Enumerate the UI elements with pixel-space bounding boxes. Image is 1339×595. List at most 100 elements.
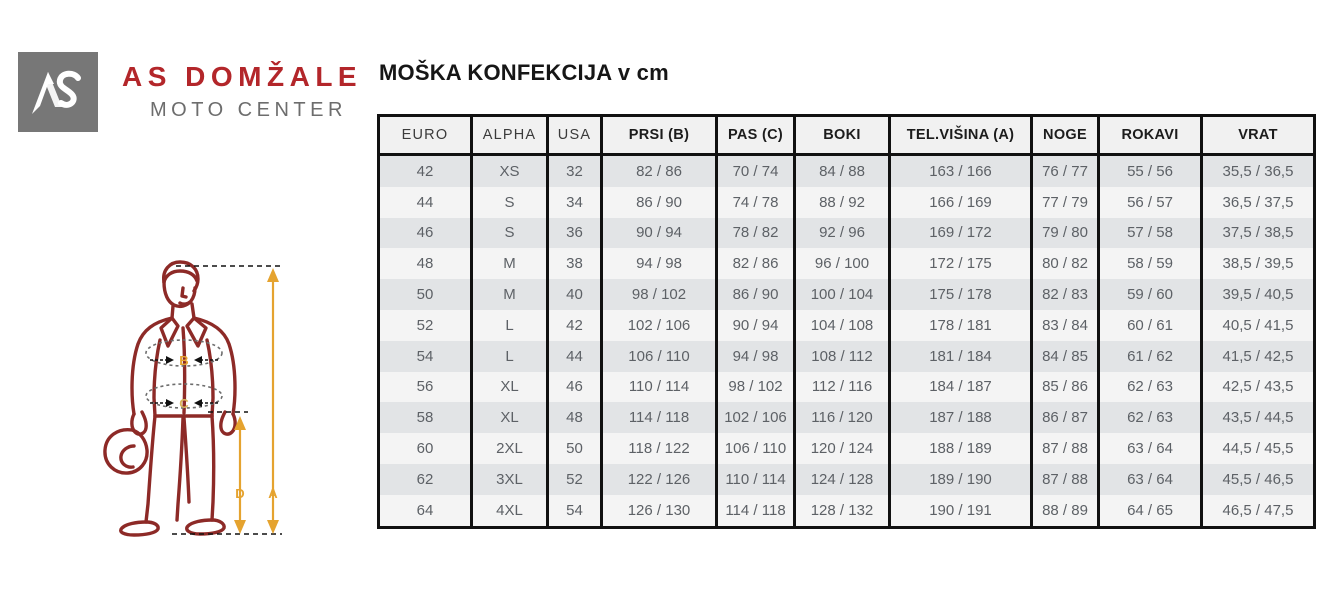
cell-prsi: 126 / 130 [600,494,718,529]
cell-prsi: 94 / 98 [600,248,718,280]
cell-visina: 175 / 178 [888,279,1033,310]
cell-noge: 80 / 82 [1030,248,1100,280]
cell-alpha: 2XL [470,433,549,464]
cell-euro: 42 [377,154,473,187]
cell-euro: 60 [377,433,473,464]
cell-usa: 46 [546,371,603,403]
cell-pas: 74 / 78 [715,186,796,218]
svg-text:C: C [179,396,189,411]
cell-alpha: L [470,309,549,341]
cell-alpha: S [470,186,549,218]
column-header-noge: NOGE [1030,114,1100,156]
cell-noge: 83 / 84 [1030,309,1100,341]
cell-boki: 100 / 104 [793,279,891,310]
chest-marker: B [150,353,218,368]
column-header-alpha: ALPHA [470,114,549,156]
cell-euro: 58 [377,402,473,434]
cell-euro: 64 [377,494,473,529]
cell-boki: 104 / 108 [793,309,891,341]
table-row: 56 XL 46 110 / 114 98 / 102 112 / 116 184 / 18… [377,371,1316,403]
cell-prsi: 118 / 122 [600,433,718,464]
size-chart-container: AS DOMŽALE MOTO CENTER EUROALPHAUSAPRSI … [377,114,1316,530]
cell-noge: 88 / 89 [1030,494,1100,529]
table-header-row: EURO ALPHA USA PRSI (B) PAS (C) BOKI TEL.VIŠIN… [377,114,1316,156]
cell-noge: 85 / 86 [1030,371,1100,403]
cell-noge: 84 / 85 [1030,340,1100,372]
cell-visina: 189 / 190 [888,463,1033,495]
cell-visina: 172 / 175 [888,248,1033,280]
cell-rokavi: 58 / 59 [1097,248,1203,280]
cell-usa: 42 [546,309,603,341]
cell-rokavi: 55 / 56 [1097,154,1203,187]
cell-vrat: 35,5 / 36,5 [1200,154,1316,187]
cell-alpha: 4XL [470,494,549,529]
size-chart-table: EURO ALPHA USA PRSI (B) PAS (C) BOKI TEL.VIŠIN… [377,114,1316,529]
cell-prsi: 102 / 106 [600,309,718,341]
height-arrow-a: A [267,268,279,534]
column-header-pas: PAS (C) [715,114,796,156]
cell-rokavi: 60 / 61 [1097,309,1203,341]
cell-vrat: 42,5 / 43,5 [1200,371,1316,403]
cell-pas: 86 / 90 [715,279,796,310]
cell-alpha: XL [470,402,549,434]
cell-pas: 94 / 98 [715,340,796,372]
table-row: 42 XS 32 82 / 86 70 / 74 84 / 88 163 / 166 76 /… [377,154,1316,187]
cell-vrat: 44,5 / 45,5 [1200,433,1316,464]
cell-vrat: 40,5 / 41,5 [1200,309,1316,341]
cell-noge: 77 / 79 [1030,186,1100,218]
cell-rokavi: 63 / 64 [1097,433,1203,464]
column-header-prsi: PRSI (B) [600,114,718,156]
cell-euro: 44 [377,186,473,218]
inseam-arrow-d: D [234,416,246,534]
cell-prsi: 110 / 114 [600,371,718,403]
brand-tagline: MOTO CENTER [150,98,347,121]
table-row: 54 L 44 106 / 110 94 / 98 108 / 112 181 / 184 8… [377,340,1316,372]
cell-visina: 184 / 187 [888,371,1033,403]
cell-alpha: M [470,248,549,280]
cell-pas: 70 / 74 [715,154,796,187]
cell-visina: 187 / 188 [888,402,1033,434]
table-row: 52 L 42 102 / 106 90 / 94 104 / 108 178 / 181 8… [377,309,1316,341]
svg-text:B: B [179,353,188,368]
cell-pas: 114 / 118 [715,494,796,529]
cell-vrat: 36,5 / 37,5 [1200,186,1316,218]
cell-visina: 181 / 184 [888,340,1033,372]
brand-name: AS DOMŽALE [122,61,363,93]
cell-prsi: 122 / 126 [600,463,718,495]
table-row: 50 M 40 98 / 102 86 / 90 100 / 104 175 / 178 82… [377,279,1316,310]
cell-pas: 78 / 82 [715,217,796,249]
column-header-usa: USA [546,114,603,156]
cell-prsi: 106 / 110 [600,340,718,372]
table-row: 46 S 36 90 / 94 78 / 82 92 / 96 169 / 172 79 / … [377,217,1316,249]
cell-pas: 110 / 114 [715,463,796,495]
cell-usa: 44 [546,340,603,372]
cell-rokavi: 61 / 62 [1097,340,1203,372]
cell-boki: 124 / 128 [793,463,891,495]
table-row: 60 2XL 50 118 / 122 106 / 110 120 / 124 188 / … [377,433,1316,464]
cell-visina: 163 / 166 [888,154,1033,187]
cell-alpha: XL [470,371,549,403]
cell-rokavi: 64 / 65 [1097,494,1203,529]
cell-visina: 169 / 172 [888,217,1033,249]
svg-text:A: A [268,486,278,501]
cell-boki: 96 / 100 [793,248,891,280]
brand-logo: AS DOMŽALE MOTO CENTER [18,52,362,132]
cell-visina: 166 / 169 [888,186,1033,218]
cell-usa: 48 [546,402,603,434]
cell-alpha: L [470,340,549,372]
table-row: 44 S 34 86 / 90 74 / 78 88 / 92 166 / 169 77 / … [377,186,1316,218]
cell-euro: 56 [377,371,473,403]
cell-usa: 32 [546,154,603,187]
svg-text:D: D [235,486,244,501]
cell-noge: 87 / 88 [1030,433,1100,464]
cell-pas: 98 / 102 [715,371,796,403]
cell-noge: 86 / 87 [1030,402,1100,434]
cell-pas: 82 / 86 [715,248,796,280]
column-header-boki: BOKI [793,114,891,156]
cell-euro: 46 [377,217,473,249]
table-row: 62 3XL 52 122 / 126 110 / 114 124 / 128 189 / … [377,463,1316,495]
column-header-rokavi: ROKAVI [1097,114,1203,156]
cell-usa: 34 [546,186,603,218]
cell-euro: 48 [377,248,473,280]
cell-rokavi: 62 / 63 [1097,402,1203,434]
